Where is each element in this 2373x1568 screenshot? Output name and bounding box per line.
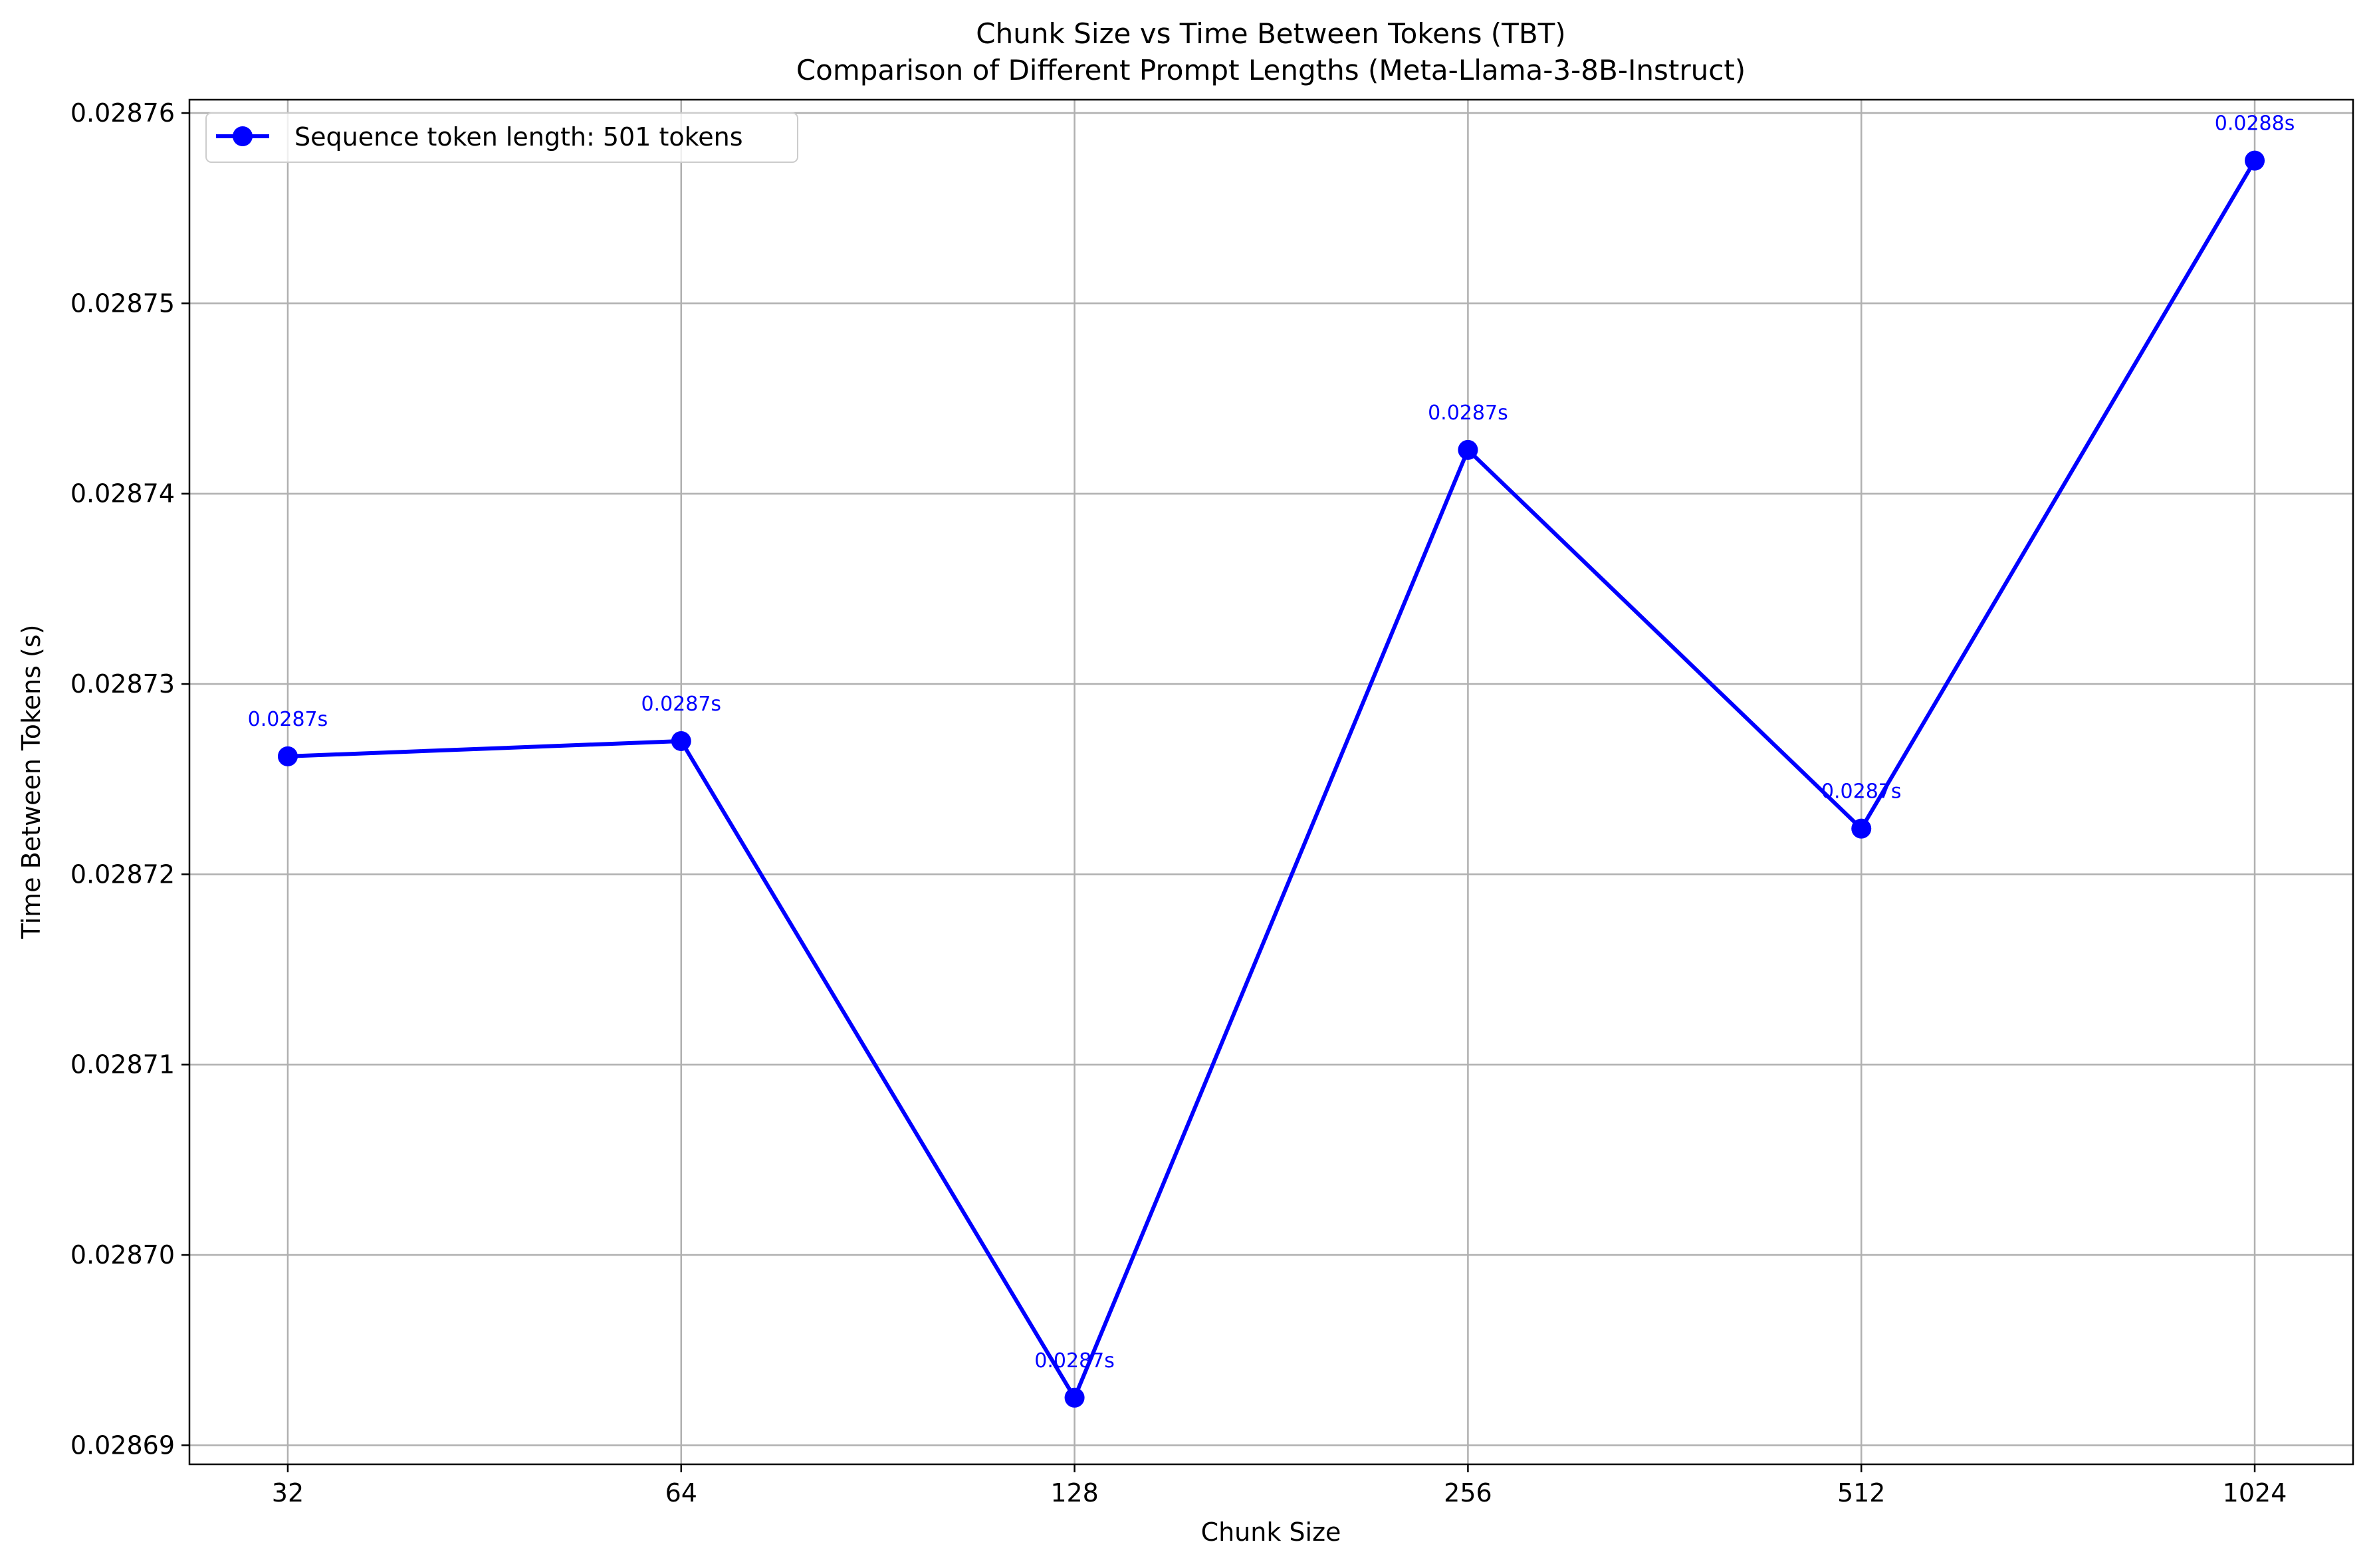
data-point (1851, 818, 1872, 839)
plot-area (189, 100, 2353, 1464)
x-axis-label: Chunk Size (1201, 1517, 1341, 1547)
data-point (1458, 439, 1478, 460)
data-label: 0.0288s (2215, 112, 2295, 136)
y-tick-label: 0.02873 (70, 669, 175, 699)
y-tick-label: 0.02875 (70, 288, 175, 318)
y-tick-label: 0.02869 (70, 1430, 175, 1460)
data-label: 0.0287s (1034, 1349, 1115, 1373)
x-tick-label: 1024 (2223, 1478, 2287, 1508)
legend-label: Sequence token length: 501 tokens (294, 122, 743, 152)
x-tick-label: 64 (665, 1478, 697, 1508)
axis-ticks: 0.02869 0.02870 0.02871 0.02872 0.02873 0.028… (70, 98, 2287, 1508)
x-tick-label: 512 (1837, 1478, 1886, 1508)
data-label: 0.0287s (248, 708, 328, 731)
y-tick-label: 0.02872 (70, 859, 175, 889)
y-axis-label: Time Between Tokens (s) (17, 625, 46, 940)
chart-subtitle: Comparison of Different Prompt Lengths (… (796, 54, 1746, 86)
data-point (2245, 150, 2265, 171)
series-line (287, 160, 2257, 1400)
y-tick-label: 0.02870 (70, 1240, 175, 1270)
y-tick-label: 0.02876 (70, 98, 175, 128)
data-point (1064, 1387, 1085, 1408)
x-tick-label: 256 (1444, 1478, 1492, 1508)
data-label: 0.0287s (641, 693, 721, 716)
data-point (671, 730, 691, 751)
data-label: 0.0287s (1428, 401, 1508, 425)
legend-frame (205, 112, 798, 163)
legend: Sequence token length: 501 tokens (205, 112, 798, 163)
y-tick-label: 0.02871 (70, 1050, 175, 1079)
legend-marker-swatch (233, 126, 253, 146)
chart-title: Chunk Size vs Time Between Tokens (TBT) (976, 17, 1565, 50)
plot-frame (188, 98, 2354, 1466)
x-tick-label: 128 (1050, 1478, 1099, 1508)
y-tick-label: 0.02874 (70, 479, 175, 508)
series-layer: 0.0287s 0.0287s 0.0287s 0.0287s 0.0287s 0.028… (248, 112, 2295, 1408)
x-tick-label: 32 (272, 1478, 304, 1508)
data-label: 0.0287s (1821, 780, 1902, 804)
data-point (277, 746, 298, 766)
